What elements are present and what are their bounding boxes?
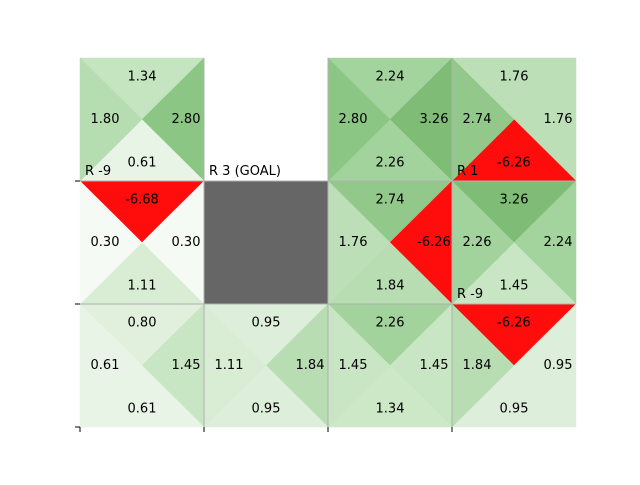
q-value-up: 1.76 bbox=[500, 70, 529, 85]
reward-label: R 1 bbox=[457, 164, 478, 179]
q-value-left: 1.11 bbox=[215, 358, 244, 373]
q-value-up: 1.34 bbox=[128, 70, 157, 85]
q-value-right: 0.95 bbox=[544, 358, 573, 373]
q-value-right: 1.45 bbox=[420, 358, 449, 373]
cell-r0-c1 bbox=[204, 58, 328, 181]
goal-cell bbox=[204, 58, 328, 181]
q-value-down: 0.61 bbox=[128, 402, 157, 417]
axis-ticks bbox=[75, 180, 453, 432]
grid-lines bbox=[80, 58, 576, 427]
q-value-left: 2.80 bbox=[339, 112, 368, 127]
cell-r2-c1 bbox=[203, 303, 329, 428]
reward-label: R -9 bbox=[457, 287, 483, 302]
q-value-down: 2.26 bbox=[376, 156, 405, 171]
cell-r1-c2 bbox=[327, 180, 453, 305]
cell-r0-c3 bbox=[451, 57, 577, 182]
q-value-down: 1.45 bbox=[500, 279, 529, 294]
q-value-down: 1.34 bbox=[376, 402, 405, 417]
q-value-down: -6.26 bbox=[497, 156, 531, 171]
q-value-right: 1.45 bbox=[172, 358, 201, 373]
q-value-left: 1.84 bbox=[463, 358, 492, 373]
wall-cell bbox=[204, 181, 328, 304]
q-value-down: 1.84 bbox=[376, 279, 405, 294]
q-value-up: 3.26 bbox=[500, 193, 529, 208]
q-value-up: 2.26 bbox=[376, 316, 405, 331]
q-value-left: 1.80 bbox=[91, 112, 120, 127]
q-triangle-left bbox=[79, 303, 143, 428]
cell-r2-c0 bbox=[79, 303, 205, 428]
q-value-up: 0.95 bbox=[252, 316, 281, 331]
q-value-right: -6.26 bbox=[417, 235, 451, 250]
cell-r1-c0 bbox=[79, 180, 205, 305]
q-value-right: 2.80 bbox=[172, 112, 201, 127]
grid-labels: 1.34 2.80 0.61 1.80 R -9 R 3 (GOAL) 2.24 3.26 2.… bbox=[85, 70, 572, 417]
q-value-right: 0.30 bbox=[172, 235, 201, 250]
q-value-down: 0.95 bbox=[252, 402, 281, 417]
cell-r0-c2 bbox=[327, 57, 453, 182]
q-triangle-left bbox=[79, 57, 143, 182]
q-value-left: 2.74 bbox=[463, 112, 492, 127]
q-value-up: 2.74 bbox=[376, 193, 405, 208]
grid-cells bbox=[79, 57, 577, 428]
q-value-up: -6.68 bbox=[125, 193, 159, 208]
q-value-right: 1.84 bbox=[296, 358, 325, 373]
q-value-up: 2.24 bbox=[376, 70, 405, 85]
reward-label: R 3 (GOAL) bbox=[209, 164, 281, 179]
q-value-down: 0.61 bbox=[128, 156, 157, 171]
q-value-left: 1.76 bbox=[339, 235, 368, 250]
q-value-left: 0.61 bbox=[91, 358, 120, 373]
q-value-up: -6.26 bbox=[497, 316, 531, 331]
cell-r2-c2 bbox=[327, 303, 453, 428]
q-value-left: 1.45 bbox=[339, 358, 368, 373]
q-value-left: 2.26 bbox=[463, 235, 492, 250]
cell-r2-c3 bbox=[451, 303, 577, 428]
q-triangle-left bbox=[79, 180, 143, 305]
q-value-down: 0.95 bbox=[500, 402, 529, 417]
q-value-down: 1.11 bbox=[128, 279, 157, 294]
cell-r1-c3 bbox=[451, 180, 577, 305]
q-value-right: 3.26 bbox=[420, 112, 449, 127]
q-value-right: 2.24 bbox=[544, 235, 573, 250]
q-value-right: 1.76 bbox=[544, 112, 573, 127]
q-value-left: 0.30 bbox=[91, 235, 120, 250]
reward-label: R -9 bbox=[85, 164, 111, 179]
q-value-up: 0.80 bbox=[128, 316, 157, 331]
cell-r1-c1 bbox=[204, 181, 328, 304]
